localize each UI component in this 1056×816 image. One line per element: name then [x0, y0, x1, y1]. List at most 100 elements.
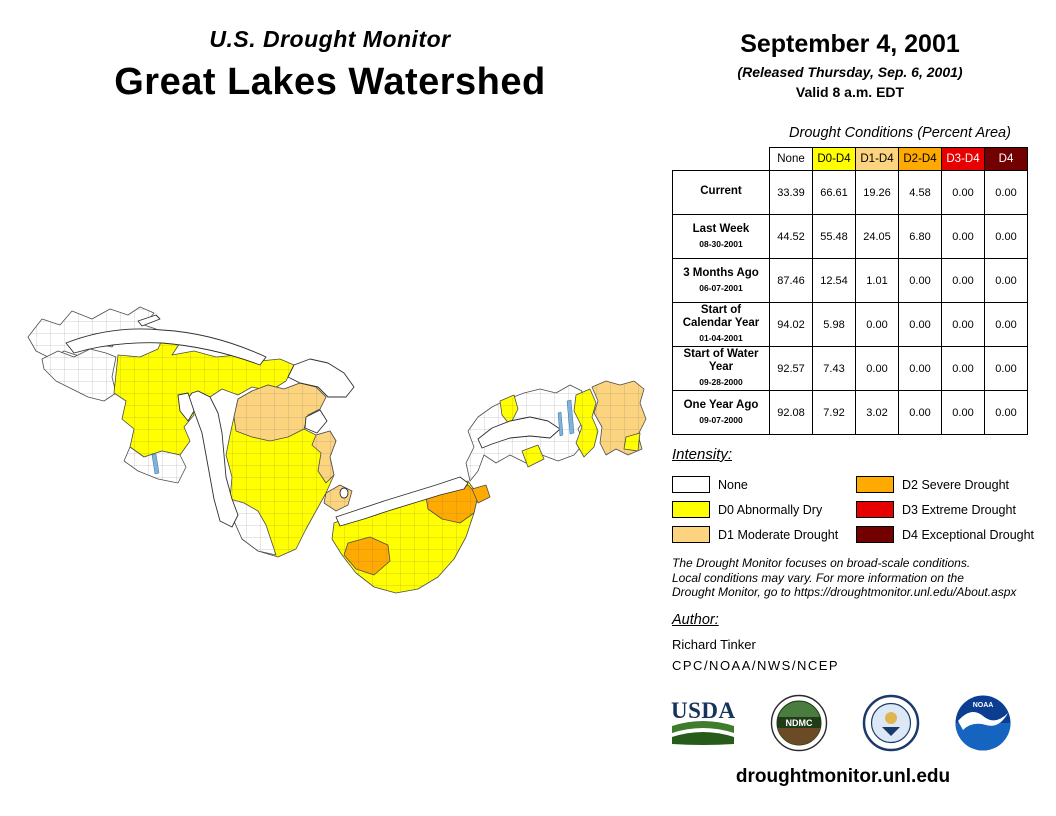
map-lakes	[65, 314, 561, 528]
table-cell: 0.00	[941, 302, 985, 347]
table-row-current: Current 33.39 66.61 19.26 4.58 0.00 0.00	[672, 170, 1028, 215]
author-block: Author: Richard Tinker CPC/NOAA/NWS/NCEP	[672, 612, 839, 673]
table-title: Drought Conditions (Percent Area)	[789, 125, 1011, 141]
ndmc-logo: NDMC	[770, 694, 828, 752]
date-block: September 4, 2001 (Released Thursday, Se…	[668, 30, 1032, 100]
row-label: Last Week 08-30-2001	[672, 214, 770, 259]
table-row-last-week: Last Week 08-30-2001 44.52 55.48 24.05 6…	[672, 214, 1028, 259]
table-cell: 7.43	[812, 346, 856, 391]
table-cell: 0.00	[984, 170, 1028, 215]
table-row-start-calendar-year: Start of Calendar Year 01-04-2001 94.02 …	[672, 302, 1028, 347]
row-label: Current	[672, 170, 770, 215]
table-cell: 6.80	[898, 214, 942, 259]
legend-item-d1: D1 Moderate Drought	[672, 522, 856, 547]
green-bay	[177, 392, 195, 422]
table-cell: 7.92	[812, 390, 856, 435]
county-grid-overlay	[28, 307, 646, 593]
lake-huron	[287, 358, 355, 398]
author-org: CPC/NOAA/NWS/NCEP	[672, 658, 840, 673]
valid-time: Valid 8 a.m. EDT	[795, 84, 905, 100]
table-cell: 0.00	[984, 214, 1028, 259]
col-header-none: None	[769, 147, 813, 171]
legend-item-d3: D3 Extreme Drought	[856, 497, 1038, 522]
table-row-one-year-ago: One Year Ago 09-07-2000 92.08 7.92 3.02 …	[672, 390, 1028, 435]
table-cell: 0.00	[984, 302, 1028, 347]
author-heading: Author:	[672, 612, 719, 628]
title-block: U.S. Drought Monitor Great Lakes Watersh…	[0, 26, 660, 104]
row-label: Start of Calendar Year 01-04-2001	[672, 302, 770, 347]
legend-swatch-none	[672, 476, 710, 493]
map-inland-water	[151, 399, 575, 475]
commerce-seal	[862, 694, 920, 752]
report-title: U.S. Drought Monitor	[209, 26, 451, 52]
table-cell: 24.05	[855, 214, 899, 259]
row-label: Start of Water Year 09-28-2000	[672, 346, 770, 391]
legend-item-none: None	[672, 472, 856, 497]
lake-erie	[335, 476, 469, 527]
legend-swatch-d4	[856, 526, 894, 543]
table-cell: 66.61	[812, 170, 856, 215]
table-cell: 0.00	[941, 170, 985, 215]
author-name: Richard Tinker	[672, 637, 756, 652]
disclaimer-text: The Drought Monitor focuses on broad-sca…	[672, 556, 1017, 599]
col-header-d1d4: D1-D4	[855, 147, 899, 171]
legend-item-d0: D0 Abnormally Dry	[672, 497, 856, 522]
legend-swatch-d3	[856, 501, 894, 518]
noaa-logo: NOAA	[955, 695, 1011, 751]
table-cell: 92.57	[769, 346, 813, 391]
lake-st-clair	[339, 487, 349, 499]
table-cell: 0.00	[898, 390, 942, 435]
legend-title: Intensity:	[672, 446, 733, 463]
table-cell: 0.00	[941, 214, 985, 259]
col-header-d0d4: D0-D4	[812, 147, 856, 171]
footer-url: droughtmonitor.unl.edu	[735, 766, 951, 787]
table-row-3-months-ago: 3 Months Ago 06-07-2001 87.46 12.54 1.01…	[672, 258, 1028, 303]
agency-logos: USDA NDMC NOAA	[670, 694, 1012, 752]
table-cell: 0.00	[941, 346, 985, 391]
svg-text:NDMC: NDMC	[786, 718, 813, 728]
region-title: Great Lakes Watershed	[114, 61, 546, 103]
svg-text:USDA: USDA	[671, 698, 736, 723]
col-header-d3d4: D3-D4	[941, 147, 985, 171]
legend-grid: None D0 Abnormally Dry D1 Moderate Droug…	[672, 472, 1038, 547]
table-cell: 0.00	[898, 258, 942, 303]
table-cell: 0.00	[941, 390, 985, 435]
row-label: One Year Ago 09-07-2000	[672, 390, 770, 435]
finger-lake-sliver	[557, 411, 564, 437]
table-cell: 3.02	[855, 390, 899, 435]
legend-swatch-d1	[672, 526, 710, 543]
table-cell: 0.00	[855, 346, 899, 391]
table-cell: 0.00	[984, 346, 1028, 391]
table-cell: 0.00	[898, 302, 942, 347]
table-cell: 87.46	[769, 258, 813, 303]
lake-ontario	[477, 416, 561, 449]
lake-winnebago	[151, 453, 160, 475]
table-cell: 5.98	[812, 302, 856, 347]
saginaw-bay	[304, 409, 328, 434]
legend-item-d4: D4 Exceptional Drought	[856, 522, 1038, 547]
col-header-d2d4: D2-D4	[898, 147, 942, 171]
legend-swatch-d2	[856, 476, 894, 493]
table-cell: 0.00	[941, 258, 985, 303]
table-cell: 0.00	[898, 346, 942, 391]
map-container	[22, 296, 656, 650]
lake-champlain	[566, 399, 575, 435]
legend-swatch-d0	[672, 501, 710, 518]
table-row-start-water-year: Start of Water Year 09-28-2000 92.57 7.4…	[672, 346, 1028, 391]
report-date: September 4, 2001	[740, 30, 960, 58]
usda-logo: USDA	[671, 698, 736, 745]
table-cell: 94.02	[769, 302, 813, 347]
col-header-d4: D4	[984, 147, 1028, 171]
table-cell: 0.00	[984, 258, 1028, 303]
isle-royale	[137, 314, 161, 327]
table-cell: 0.00	[855, 302, 899, 347]
table-cell: 55.48	[812, 214, 856, 259]
table-cell: 19.26	[855, 170, 899, 215]
table-header-row: None D0-D4 D1-D4 D2-D4 D3-D4 D4	[673, 147, 1028, 171]
table-cell: 12.54	[812, 258, 856, 303]
drought-conditions-table: None D0-D4 D1-D4 D2-D4 D3-D4 D4 Current …	[672, 147, 1028, 435]
intensity-legend: Intensity: None D0 Abnormally Dry D1 Mod…	[672, 446, 1038, 547]
table-cell: 0.00	[984, 390, 1028, 435]
table-cell: 92.08	[769, 390, 813, 435]
